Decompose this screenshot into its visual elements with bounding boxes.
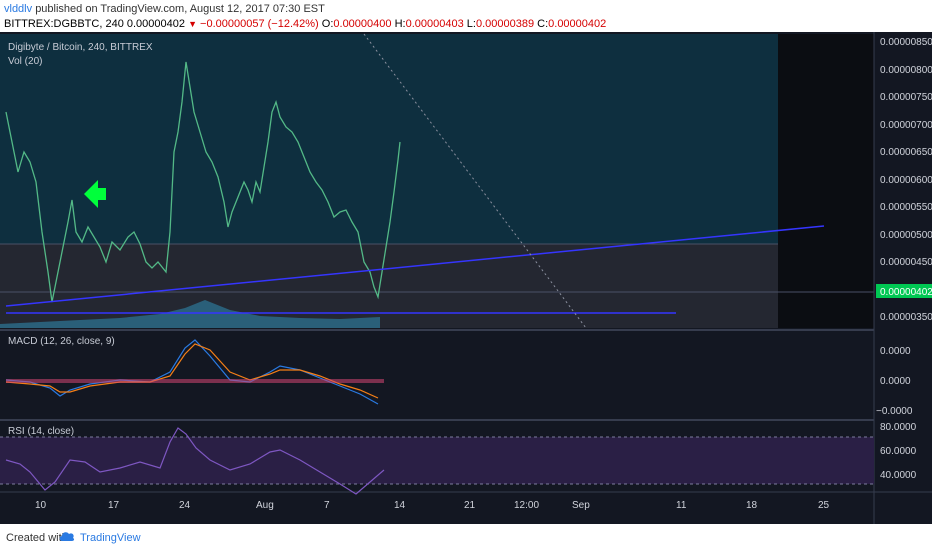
last-price: 0.00000402 — [126, 18, 185, 30]
price-tick: 0.00000750 — [880, 92, 932, 103]
highlight-zone-lower — [0, 244, 778, 328]
chart-header: vlddlv published on TradingView.com, Aug… — [0, 0, 932, 32]
macd-pane-title: MACD (12, 26, close, 9) — [8, 336, 115, 347]
symbol-interval: BITTREX:DGBBTC, 240 — [4, 18, 124, 30]
price-tick: 0.00000800 — [880, 65, 932, 76]
author-link[interactable]: vlddlv — [4, 3, 33, 15]
low-label: L: — [466, 18, 476, 30]
current-price-text: 0.00000402 — [880, 287, 932, 298]
price-tick: 0.00000550 — [880, 202, 932, 213]
close-label: C: — [537, 18, 549, 30]
time-label: 7 — [324, 500, 330, 511]
tradingview-brand-link[interactable]: TradingView — [80, 532, 141, 544]
price-axis: 0.00000850 0.00000800 0.00000750 0.00000… — [880, 37, 932, 323]
price-tick: 0.00000850 — [880, 37, 932, 48]
publication-line: vlddlv published on TradingView.com, Aug… — [4, 3, 325, 15]
time-label: 17 — [108, 500, 120, 511]
low-value: 0.00000389 — [475, 18, 535, 30]
time-label: 14 — [394, 500, 406, 511]
macd-tick: 0.0000 — [880, 346, 911, 357]
rsi-tick: 80.0000 — [880, 422, 917, 433]
chart-canvas[interactable]: 0.00000850 0.00000800 0.00000750 0.00000… — [0, 32, 932, 524]
future-area — [778, 34, 874, 328]
current-price-badge — [876, 284, 932, 298]
time-label: Aug — [256, 500, 274, 511]
main-pane-title: Digibyte / Bitcoin, 240, BITTREX — [8, 42, 153, 53]
price-tick: 0.00000500 — [880, 230, 932, 241]
close-value: 0.00000402 — [548, 18, 607, 30]
price-tick: 0.00000600 — [880, 175, 932, 186]
time-label: 18 — [746, 500, 758, 511]
created-with-text: Created with — [6, 532, 68, 544]
rsi-tick: 40.0000 — [880, 470, 917, 481]
rsi-tick: 60.0000 — [880, 446, 917, 457]
high-value: 0.00000403 — [405, 18, 464, 30]
tradingview-cloud-icon[interactable] — [58, 529, 76, 545]
time-axis: 10 17 24 Aug 7 14 21 12:00 Sep 11 18 25 — [35, 500, 830, 511]
price-change: −0.00000057 (−12.42%) — [200, 18, 319, 30]
price-tick: 0.00000650 — [880, 147, 932, 158]
published-info: published on TradingView.com, August 12,… — [35, 3, 325, 15]
time-label: 10 — [35, 500, 47, 511]
time-label: 12:00 — [514, 500, 539, 511]
open-label: O: — [321, 18, 334, 30]
price-tick: 0.00000450 — [880, 257, 932, 268]
macd-tick: −0.0000 — [876, 406, 913, 417]
price-tick: 0.00000350 — [880, 312, 932, 323]
high-label: H: — [394, 18, 406, 30]
ascending-trendline[interactable] — [5, 225, 825, 307]
signal-line — [5, 343, 379, 399]
price-tick: 0.00000700 — [880, 120, 932, 131]
time-label: 11 — [676, 500, 687, 511]
time-label: 24 — [179, 500, 191, 511]
macd-tick: 0.0000 — [880, 376, 911, 387]
rsi-band — [0, 437, 874, 484]
price-line — [5, 61, 401, 303]
time-label: Sep — [572, 500, 590, 511]
down-triangle-icon: ▼ — [188, 19, 197, 29]
left-arrow-icon[interactable] — [84, 180, 106, 208]
projection-line[interactable] — [363, 33, 587, 329]
rsi-pane-title: RSI (14, close) — [8, 426, 75, 437]
rsi-axis: 80.0000 60.0000 40.0000 — [880, 422, 917, 481]
macd-axis: 0.0000 0.0000 −0.0000 — [876, 346, 913, 417]
highlight-zone-upper — [0, 34, 778, 244]
open-value: 0.00000400 — [333, 18, 392, 30]
ohlc-line: BITTREX:DGBBTC, 240 0.00000402 ▼ −0.0000… — [4, 18, 606, 30]
volume-area — [0, 300, 380, 328]
rsi-line — [5, 427, 385, 495]
footer: Created with TradingView — [0, 524, 932, 550]
volume-indicator-label: Vol (20) — [8, 56, 43, 67]
time-label: 25 — [818, 500, 830, 511]
time-label: 21 — [464, 500, 476, 511]
macd-line — [5, 339, 379, 405]
